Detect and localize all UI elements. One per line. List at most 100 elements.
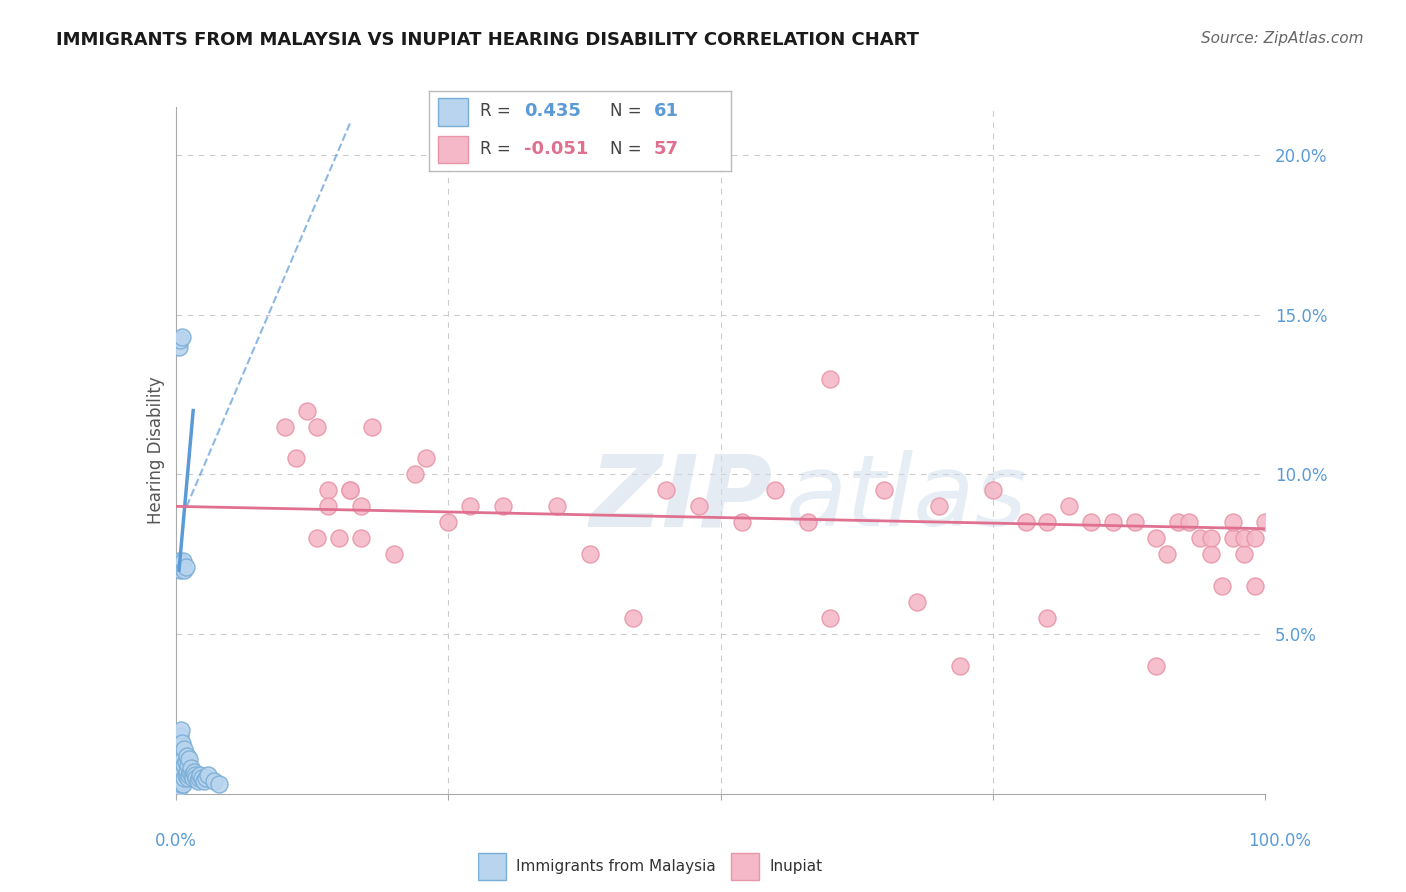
Point [1199, 531, 1222, 545]
Bar [437, 136, 468, 163]
Text: -0.051: -0.051 [524, 140, 589, 158]
Point [360, 419, 382, 434]
Text: IMMIGRANTS FROM MALAYSIA VS INUPIAT HEARING DISABILITY CORRELATION CHART: IMMIGRANTS FROM MALAYSIA VS INUPIAT HEAR… [56, 31, 920, 49]
Point [167, 761, 190, 775]
Point [187, 771, 209, 785]
Bar [731, 853, 759, 880]
Point [655, 483, 678, 498]
Text: 0.0%: 0.0% [155, 831, 197, 849]
Point [177, 752, 200, 766]
Point [1211, 579, 1233, 593]
Point [415, 451, 437, 466]
Point [437, 516, 460, 530]
Point [177, 758, 200, 772]
Point [818, 611, 841, 625]
Point [1144, 531, 1167, 545]
Point [796, 516, 818, 530]
Point [176, 748, 198, 763]
Text: 0.435: 0.435 [524, 103, 581, 120]
Point [169, 748, 191, 763]
Point [181, 771, 204, 785]
Point [284, 451, 307, 466]
Point [167, 554, 190, 568]
Point [1232, 531, 1256, 545]
Point [458, 500, 481, 514]
Point [274, 419, 297, 434]
Bar [478, 853, 506, 880]
Point [183, 764, 205, 779]
Point [873, 483, 896, 498]
Point [328, 531, 350, 545]
Point [172, 777, 194, 791]
Text: ZIP: ZIP [591, 450, 773, 547]
Point [307, 419, 329, 434]
Point [382, 547, 405, 561]
Point [179, 764, 201, 779]
Point [191, 771, 214, 785]
Point [167, 777, 190, 791]
Point [173, 758, 195, 772]
Point [170, 777, 193, 791]
Point [172, 330, 194, 344]
Point [167, 768, 190, 782]
Point [170, 771, 193, 785]
Point [1232, 547, 1256, 561]
Point [1036, 516, 1059, 530]
Text: Source: ZipAtlas.com: Source: ZipAtlas.com [1201, 31, 1364, 46]
Point [170, 723, 193, 737]
Point [1254, 516, 1277, 530]
Point [621, 611, 644, 625]
Text: 61: 61 [654, 103, 679, 120]
Point [1178, 516, 1201, 530]
Point [350, 531, 373, 545]
Point [339, 483, 361, 498]
Point [173, 563, 195, 577]
Point [405, 467, 427, 482]
Point [1036, 611, 1059, 625]
Point [1199, 547, 1222, 561]
Point [173, 771, 195, 785]
Point [818, 371, 841, 385]
Point [208, 777, 231, 791]
Point [339, 483, 361, 498]
Point [1102, 516, 1125, 530]
Point [1080, 516, 1102, 530]
Point [170, 745, 193, 759]
Point [176, 764, 198, 779]
Point [1222, 516, 1244, 530]
Point [186, 774, 209, 789]
Point [181, 768, 204, 782]
Bar [437, 98, 468, 126]
Point [188, 768, 211, 782]
Point [169, 730, 191, 744]
Point [202, 774, 225, 789]
Point [688, 500, 710, 514]
Text: Immigrants from Malaysia: Immigrants from Malaysia [516, 859, 716, 873]
Point [318, 500, 340, 514]
Point [184, 768, 207, 782]
Point [172, 764, 194, 779]
Point [174, 755, 197, 769]
Point [172, 752, 194, 766]
Point [195, 771, 218, 785]
Point [172, 554, 194, 568]
Point [174, 768, 197, 782]
Point [169, 774, 191, 789]
Point [177, 768, 200, 782]
Text: N =: N = [610, 140, 647, 158]
Point [546, 500, 568, 514]
Point [174, 560, 197, 574]
Text: atlas: atlas [786, 450, 1028, 547]
Point [579, 547, 602, 561]
Point [981, 483, 1004, 498]
Point [1057, 500, 1080, 514]
Point [169, 563, 191, 577]
Point [763, 483, 786, 498]
Point [905, 595, 928, 609]
Point [1167, 516, 1189, 530]
Point [186, 771, 208, 785]
Point [170, 560, 193, 574]
Point [1123, 516, 1146, 530]
Point [173, 742, 195, 756]
Point [167, 771, 190, 785]
